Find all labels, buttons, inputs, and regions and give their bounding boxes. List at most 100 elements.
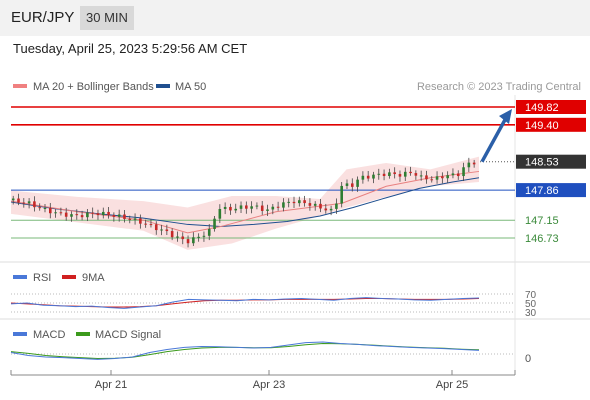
candle-body [377,173,381,175]
candle-body [239,205,243,209]
candle-body [467,162,471,168]
x-tick-label: Apr 23 [253,379,285,391]
candle-body [202,235,206,237]
candle-body [409,171,412,174]
candle-body [229,206,232,211]
candle-body [192,237,195,244]
candle-body [260,205,264,211]
rsi-tick-label: 50 [525,299,537,310]
forecast-arrow-shaft [480,117,508,163]
candle-body [361,175,365,180]
legend-label-macd: MACD [33,329,65,341]
macd-line [10,341,480,360]
candle-body [186,239,190,244]
candle-body [144,223,147,225]
candle-body [223,206,227,209]
candle-body [181,236,185,240]
candle-body [319,203,322,209]
candle-body [91,212,94,214]
current-price-label: 148.53 [525,157,559,169]
resistance-label: 149.40 [525,120,559,132]
candle-body [70,214,73,217]
candle-body [11,198,15,201]
candle-body [287,201,291,203]
candle-body [255,205,259,207]
legend-label-ma50: MA 50 [175,81,206,93]
candle-body [403,171,407,177]
candle-body [59,212,63,214]
candle-body [234,208,238,211]
x-tick-label: Apr 21 [95,379,127,391]
candle-body [107,211,110,216]
legend-label-rsi-ma: 9MA [82,272,105,284]
legend-label-ma20: MA 20 + Bollinger Bands [33,81,154,93]
legend-swatch-rsi-ma [62,275,76,279]
legend-swatch-rsi [13,275,27,279]
candle-body [33,201,36,208]
candle-body [462,167,465,177]
support-label-box [516,183,586,198]
candle-body [271,206,275,210]
instrument-title: EUR/JPY [11,9,75,26]
candle-body [419,175,423,177]
legend-label-rsi: RSI [33,272,51,284]
timestamp: Tuesday, April 25, 2023 5:29:56 AM CET [13,41,248,56]
legend-swatch-ma50 [156,84,170,88]
candle-body [38,207,41,209]
ma50-line [10,177,480,228]
candle-body [250,206,253,209]
watermark: Research © 2023 Trading Central [417,81,581,93]
candle-body [112,215,116,217]
candle-body [388,172,391,177]
candle-body [414,173,418,176]
candle-body [154,224,158,231]
candle-body [398,174,402,177]
candle-body [27,201,31,204]
candle-body [170,231,174,238]
candle-body [96,213,100,216]
support-label: 147.15 [525,215,559,227]
candle-body [266,209,269,211]
candle-body [292,201,296,204]
macd-signal-line [10,342,480,360]
candle-body [446,175,449,179]
candle-body [308,203,312,206]
candle-body [207,229,211,236]
resistance-label-box [516,100,586,114]
candle-body [123,214,126,219]
rsi-tick-label: 30 [525,308,537,319]
candle-body [22,202,26,204]
x-tick-label: Apr 25 [436,379,468,391]
interval-button[interactable]: 30 MIN [80,6,134,30]
candle-body [139,218,142,224]
rsi-line [10,297,480,309]
candle-body [128,218,132,220]
candle-body [340,185,343,204]
candle-body [382,173,386,177]
candle-body [86,212,89,218]
bollinger-band-area [11,156,479,250]
candle-body [350,183,354,187]
candle-body [43,208,47,210]
support-label: 147.86 [525,185,559,197]
candle-body [75,214,79,216]
current-price-box [516,154,586,169]
ma20-line [10,170,480,234]
legend-swatch-ma20 [13,84,27,88]
candle-body [160,229,163,231]
candle-body [324,208,328,211]
candle-body [456,173,460,177]
candle-body [430,179,434,181]
candle-body [356,179,359,187]
candle-body [165,229,169,232]
candle-body [303,200,306,204]
candle-body [425,175,428,180]
support-label: 146.73 [525,233,559,245]
candle-body [218,208,222,219]
candle-body [149,224,153,226]
candle-body [80,215,84,218]
candle-body [451,173,455,176]
candle-body [282,202,285,208]
candle-body [335,203,338,209]
